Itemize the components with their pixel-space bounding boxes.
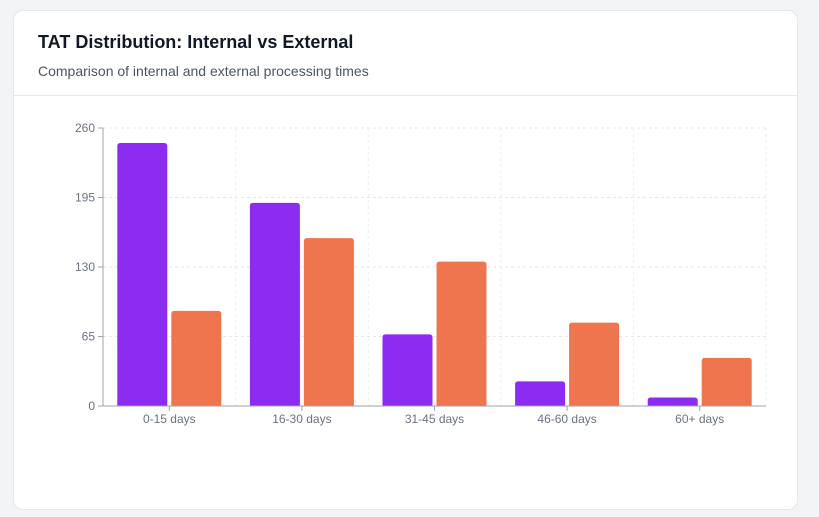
chart-title: TAT Distribution: Internal vs External bbox=[38, 32, 354, 52]
bar-series-1 bbox=[647, 397, 698, 406]
bar-series-2 bbox=[303, 238, 354, 406]
y-tick-label: 260 bbox=[75, 121, 95, 135]
bar-series-1 bbox=[117, 142, 168, 406]
x-tick-label: 31-45 days bbox=[405, 412, 464, 426]
y-tick-label: 65 bbox=[82, 330, 96, 344]
x-tick-label: 0-15 days bbox=[143, 412, 196, 426]
card-header: TAT Distribution: Internal vs External C… bbox=[14, 11, 797, 96]
bar-series-1 bbox=[382, 334, 433, 406]
x-tick-label: 16-30 days bbox=[272, 412, 331, 426]
chart-area: 0 65 130 195 260 0-15 days 16-30 days 31-45 day… bbox=[14, 96, 797, 509]
y-tick-label: 195 bbox=[75, 191, 95, 205]
y-tick-label: 0 bbox=[88, 399, 95, 413]
x-tick-label: 60+ days bbox=[675, 412, 724, 426]
bar-series-2 bbox=[171, 310, 222, 406]
bar-series-2 bbox=[701, 357, 752, 406]
bar-chart: 0 65 130 195 260 0-15 days 16-30 days 31-45 day… bbox=[75, 121, 767, 426]
bar-series-1 bbox=[515, 381, 566, 406]
y-tick-label: 130 bbox=[75, 260, 95, 274]
x-tick-label: 46-60 days bbox=[537, 412, 596, 426]
chart-card: TAT Distribution: Internal vs External C… bbox=[13, 10, 798, 510]
chart-subtitle: Comparison of internal and external proc… bbox=[38, 63, 369, 79]
bar-series-1 bbox=[249, 202, 300, 406]
bar-series-2 bbox=[436, 261, 487, 406]
bar-series-2 bbox=[569, 322, 620, 406]
